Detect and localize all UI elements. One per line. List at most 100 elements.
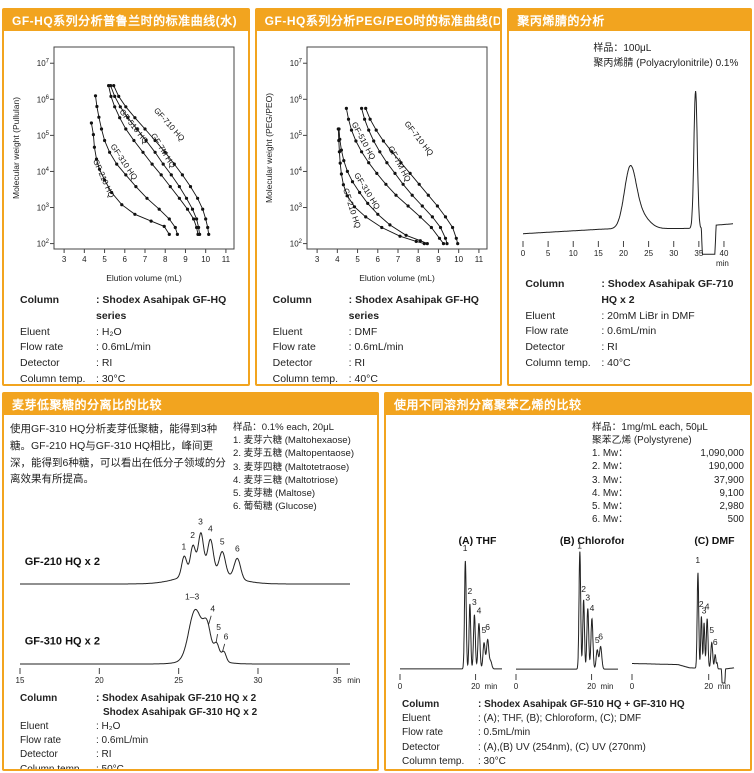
- bottom-row: 麦芽低聚糖的分离比的比较 使用GF-310 HQ分析麦芽低聚糖，能得到3种糖。G…: [2, 392, 752, 771]
- svg-text:0: 0: [630, 682, 635, 691]
- svg-text:Molecular weight (PEG/PEO): Molecular weight (PEG/PEO): [264, 93, 274, 203]
- svg-text:1: 1: [577, 541, 582, 551]
- svg-text:5: 5: [481, 625, 486, 635]
- info-row: Eluent: 20mM LiBr in DMF: [525, 309, 744, 325]
- svg-text:0: 0: [521, 249, 526, 258]
- detector-value: : RI: [96, 749, 112, 761]
- svg-text:20: 20: [587, 682, 596, 691]
- svg-text:103: 103: [289, 203, 302, 213]
- svg-text:min: min: [347, 676, 360, 685]
- column-conditions: Column: Shodex Asahipak GF-HQ series Elu…: [263, 293, 495, 384]
- sample-item: 1. 麦芽六糖 (Maltohexaose): [233, 435, 351, 447]
- svg-text:2: 2: [190, 530, 195, 540]
- sample-info: 样品：100μL 聚丙烯腈 (Polyacrylonitrile) 0.1%: [593, 41, 744, 71]
- panel-polyacrylonitrile: 聚丙烯腈的分析 样品：100μL 聚丙烯腈 (Polyacrylonitrile…: [507, 8, 753, 386]
- eluent-value: : H₂O: [96, 325, 122, 338]
- detector-value: : RI: [96, 357, 113, 369]
- info-row: Eluent: (A); THF, (B); Chloroform, (C); …: [402, 712, 744, 726]
- svg-text:min: min: [485, 682, 498, 691]
- svg-text:GF-210 HQ x 2: GF-210 HQ x 2: [25, 556, 100, 568]
- svg-text:9: 9: [183, 255, 188, 264]
- svg-text:8: 8: [416, 255, 421, 264]
- svg-text:15: 15: [594, 249, 603, 258]
- svg-text:20: 20: [704, 682, 713, 691]
- svg-text:6: 6: [123, 255, 128, 264]
- panel-header: GF-HQ系列分析PEG/PEO时的标准曲线(DMF): [256, 10, 500, 31]
- svg-text:1: 1: [695, 555, 700, 565]
- info-row: Flow rate: 0.6mL/min: [20, 734, 371, 748]
- eluent-value: : H₂O: [96, 721, 121, 733]
- svg-text:GF-310 HQ: GF-310 HQ: [352, 171, 382, 211]
- info-row: Column temp.: 30°C: [402, 755, 744, 769]
- svg-text:3: 3: [585, 593, 590, 603]
- mw-row: 1. Mw： 1,090,000: [592, 448, 744, 460]
- mw-row: 6. Mw： 500: [592, 513, 744, 525]
- column-value-line2: Shodex Asahipak GF-310 HQ x 2: [103, 706, 258, 718]
- svg-text:(B) Chloroform: (B) Chloroform: [560, 535, 624, 547]
- column-conditions: Column: Shodex Asahipak GF-510 HQ + GF-3…: [392, 698, 744, 769]
- temp-value: : 50°C: [96, 763, 124, 771]
- temp-value: : 30°C: [478, 755, 506, 767]
- sample-item: 6. 葡萄糖 (Glucose): [233, 501, 317, 513]
- eluent-value: : (A); THF, (B); Chloroform, (C); DMF: [478, 713, 642, 725]
- svg-text:1: 1: [463, 543, 468, 553]
- info-row: Column: Shodex Asahipak GF-510 HQ + GF-3…: [402, 698, 744, 712]
- svg-text:30: 30: [254, 676, 263, 685]
- flow-value: : 0.6mL/min: [348, 341, 404, 354]
- sample-substance: 聚苯乙烯 (Polystyrene): [592, 435, 692, 447]
- svg-text:4: 4: [335, 255, 340, 264]
- svg-text:35: 35: [333, 676, 342, 685]
- column-value: : Shodex Asahipak GF-HQ series: [96, 294, 227, 322]
- svg-text:106: 106: [37, 95, 50, 105]
- svg-text:0: 0: [398, 682, 403, 691]
- svg-text:20: 20: [471, 682, 480, 691]
- svg-text:7: 7: [143, 255, 148, 264]
- svg-text:3: 3: [472, 597, 477, 607]
- svg-text:Molecular weight (Pullulan): Molecular weight (Pullulan): [11, 97, 21, 199]
- detector-value: : (A),(B) UV (254nm), (C) UV (270nm): [478, 741, 646, 753]
- panel-maltooligosaccharide: 麦芽低聚糖的分离比的比较 使用GF-310 HQ分析麦芽低聚糖，能得到3种糖。G…: [2, 392, 379, 771]
- svg-text:5: 5: [216, 621, 221, 631]
- svg-text:40: 40: [720, 249, 729, 258]
- detector-value: : RI: [601, 341, 618, 353]
- sample-block: 样品：1mg/mL each, 50μL 聚苯乙烯 (Polystyrene) …: [392, 421, 744, 526]
- svg-text:3: 3: [702, 606, 707, 616]
- svg-text:GF-210 HQ: GF-210 HQ: [91, 158, 116, 199]
- panel-body: 102 103 104 105 106 107 3 4 5 6 7 8 9 10 11 Elution vol…: [257, 31, 501, 384]
- svg-text:25: 25: [174, 676, 183, 685]
- polystyrene-chromatogram-chloroform: 0 20 min 1 234 56 (B) Chloroform: [514, 535, 624, 691]
- svg-text:GF-310 HQ x 2: GF-310 HQ x 2: [25, 635, 100, 647]
- svg-text:4: 4: [705, 601, 710, 611]
- svg-text:15: 15: [16, 676, 25, 685]
- info-row: Flow rate: 0.6mL/min: [20, 340, 242, 356]
- svg-text:4: 4: [82, 255, 87, 264]
- svg-text:6: 6: [713, 637, 718, 647]
- calibration-chart-water: 102 103 104 105 106 107 3 4 5 6 7 8 9 10 11 Elution vol…: [11, 46, 235, 283]
- svg-text:min: min: [601, 682, 614, 691]
- flow-value: : 0.5mL/min: [478, 727, 531, 739]
- svg-text:3: 3: [198, 516, 203, 526]
- svg-text:10: 10: [454, 255, 463, 264]
- info-row: Column temp.: 30°C: [20, 372, 242, 384]
- sample-title: 样品：0.1% each, 20μL: [233, 422, 334, 433]
- info-row: Detector: RI: [273, 356, 495, 372]
- info-row: Column: Shodex Asahipak GF-710 HQ x 2: [525, 277, 744, 309]
- svg-text:103: 103: [37, 203, 50, 213]
- column-value: : Shodex Asahipak GF-210 HQ x 2: [96, 692, 257, 704]
- svg-text:4: 4: [208, 523, 213, 533]
- svg-text:GF-7M HQ: GF-7M HQ: [386, 145, 412, 184]
- sample-substance: 聚丙烯腈 (Polyacrylonitrile) 0.1%: [593, 58, 739, 69]
- svg-text:35: 35: [695, 249, 704, 258]
- svg-text:25: 25: [644, 249, 653, 258]
- info-row: Flow rate: 0.6mL/min: [273, 340, 495, 356]
- calibration-chart-dmf: 102 103 104 105 106 107 3 4 5 6 7 8 9 10 11 Elution vol…: [264, 46, 488, 283]
- svg-text:5: 5: [546, 249, 551, 258]
- svg-text:0: 0: [514, 682, 519, 691]
- svg-text:3: 3: [62, 255, 67, 264]
- svg-text:5: 5: [595, 635, 600, 645]
- temp-value: : 40°C: [601, 356, 631, 369]
- svg-text:GF-310 HQ: GF-310 HQ: [109, 142, 140, 181]
- column-value: : Shodex Asahipak GF-HQ series: [348, 294, 479, 322]
- info-row: Detector: (A),(B) UV (254nm), (C) UV (27…: [402, 741, 744, 755]
